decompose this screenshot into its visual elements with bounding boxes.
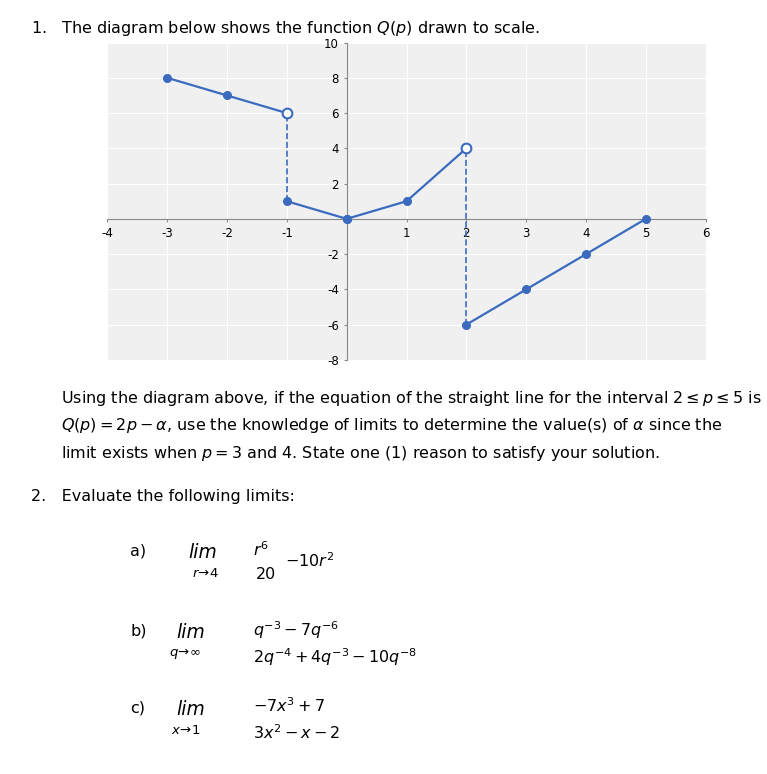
Text: limit exists when $p = 3$ and 4. State one (1) reason to satisfy your solution.: limit exists when $p = 3$ and 4. State o… bbox=[61, 444, 660, 464]
Text: $3x^2-x-2$: $3x^2-x-2$ bbox=[253, 724, 341, 742]
Text: $Q(p) = 2p - \alpha$, use the knowledge of limits to determine the value(s) of $: $Q(p) = 2p - \alpha$, use the knowledge … bbox=[61, 416, 723, 436]
Text: $- 10r^2$: $- 10r^2$ bbox=[285, 551, 334, 570]
Text: lim: lim bbox=[176, 623, 205, 642]
Text: lim: lim bbox=[188, 543, 216, 563]
Text: lim: lim bbox=[176, 700, 205, 720]
Text: $2q^{-4}+4q^{-3}-10q^{-8}$: $2q^{-4}+4q^{-3}-10q^{-8}$ bbox=[253, 646, 417, 668]
Text: a): a) bbox=[130, 543, 146, 558]
Text: $q^{-3}-7q^{-6}$: $q^{-3}-7q^{-6}$ bbox=[253, 619, 339, 641]
Text: $x \!\rightarrow\! 1$: $x \!\rightarrow\! 1$ bbox=[171, 724, 200, 737]
Text: 2.   Evaluate the following limits:: 2. Evaluate the following limits: bbox=[31, 489, 295, 504]
Text: $r\!\rightarrow\!4$: $r\!\rightarrow\!4$ bbox=[192, 567, 219, 580]
Text: 20: 20 bbox=[256, 567, 276, 582]
Text: $r^6$: $r^6$ bbox=[253, 540, 269, 559]
Text: b): b) bbox=[130, 623, 147, 638]
Text: Using the diagram above, if the equation of the straight line for the interval $: Using the diagram above, if the equation… bbox=[61, 389, 762, 408]
Text: 1.   The diagram below shows the function $Q(p)$ drawn to scale.: 1. The diagram below shows the function … bbox=[31, 19, 539, 39]
Text: c): c) bbox=[130, 700, 146, 715]
Text: $-7x^3+7$: $-7x^3+7$ bbox=[253, 697, 325, 715]
Text: $q \!\rightarrow\! \infty$: $q \!\rightarrow\! \infty$ bbox=[169, 646, 201, 661]
